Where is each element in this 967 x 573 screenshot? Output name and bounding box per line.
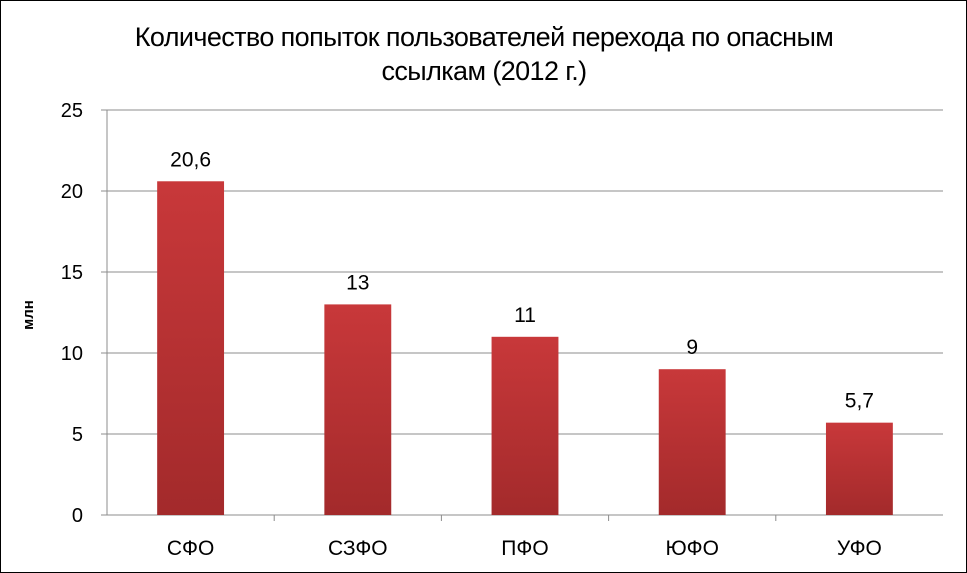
data-label: 13 [346,271,369,294]
y-tick-label: 0 [72,505,83,527]
bar-3 [491,336,559,515]
chart-title-line-1: Количество попыток пользователей переход… [134,22,834,52]
bars [157,181,893,515]
bar-4 [658,369,726,515]
data-label: 20,6 [170,148,211,171]
y-tick-label: 25 [61,100,83,122]
bar-1 [157,181,225,515]
y-tick-label: 10 [61,343,83,365]
x-tick-label: УФО [837,537,882,560]
x-tick-label: ПФО [501,537,548,560]
y-tick-label: 15 [61,262,83,284]
x-tick-label: СФО [167,537,214,560]
x-tick-label: СЗФО [328,537,388,560]
y-tick-label: 5 [72,424,83,446]
bar-5 [825,422,893,515]
data-label: 9 [686,336,698,359]
y-tick-label: 20 [61,181,83,203]
chart-title-line-2: ссылкам (2012 г.) [381,56,587,86]
chart-title: Количество попыток пользователей переход… [60,20,908,88]
labels: 0 5 10 15 20 25 20,6 СФО 13 СЗФО 11 ПФО 9 ЮФО 5,7 УФО [61,100,882,560]
bar-2 [324,304,392,515]
data-label: 11 [514,304,536,327]
data-label: 5,7 [845,390,874,413]
x-tick-label: ЮФО [665,537,719,560]
